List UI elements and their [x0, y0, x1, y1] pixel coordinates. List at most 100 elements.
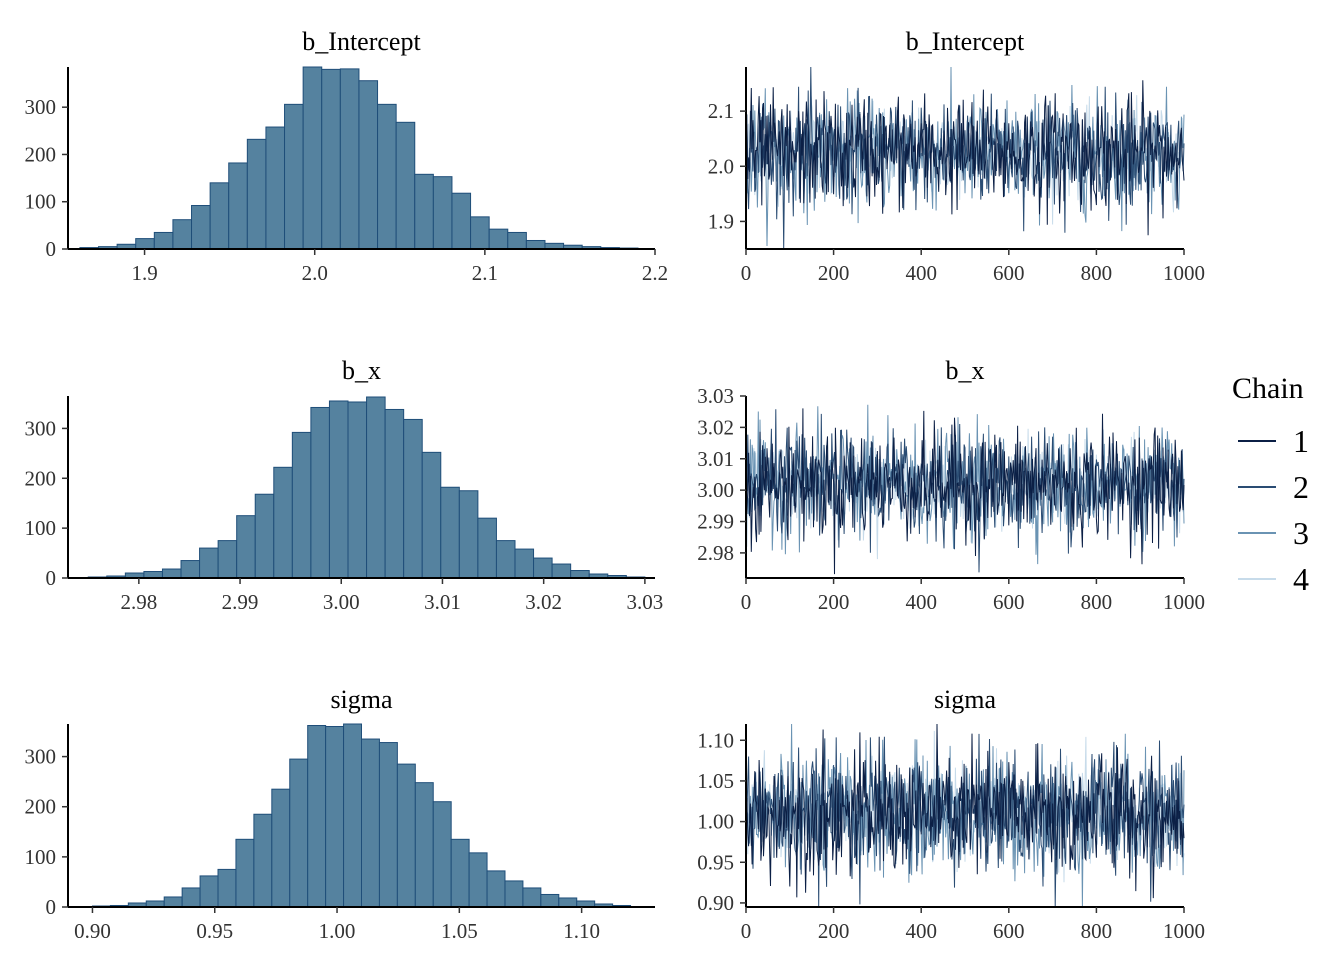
- panel-title: b_x: [946, 356, 985, 385]
- y-tick-label: 1.00: [697, 810, 734, 834]
- x-tick-label: 200: [818, 261, 850, 285]
- histogram-bar: [217, 868, 237, 908]
- histogram-bar: [307, 725, 327, 908]
- x-tick-label: 600: [993, 261, 1025, 285]
- panel-6: sigma 0 200 400 600 800 1000 0.90 0.95 1.00 1.05 1.…: [697, 685, 1205, 943]
- histogram-bar: [321, 68, 341, 250]
- histogram-bar: [209, 182, 230, 250]
- histogram-bar: [358, 80, 379, 250]
- histogram-bars: [87, 396, 646, 579]
- x-tick-label: 2.98: [120, 590, 157, 614]
- histogram-bar: [440, 486, 460, 579]
- x-tick-label: 3.02: [525, 590, 562, 614]
- histogram-bar: [522, 887, 542, 908]
- legend-entry-4: 4: [1238, 561, 1309, 597]
- histogram-bar: [514, 548, 535, 579]
- histogram-bar: [343, 723, 363, 908]
- x-tick-label: 0.90: [74, 919, 111, 943]
- histogram-bar: [384, 408, 405, 579]
- histogram-bar: [235, 838, 255, 908]
- histogram-bar: [451, 192, 472, 250]
- y-tick-label: 300: [25, 416, 57, 440]
- histogram-bar: [432, 176, 453, 250]
- histogram-bar: [284, 103, 304, 250]
- chain-1-trace: [745, 723, 1185, 899]
- panel-3: b_x 2.98 2.99 3.00 3.01 3.02 3.03 0 100 200 300: [25, 356, 664, 614]
- histogram-bar: [163, 896, 183, 908]
- histogram-bar: [414, 173, 434, 250]
- y-tick-label: 0: [46, 566, 57, 590]
- x-tick-label: 200: [818, 590, 850, 614]
- legend-label-3: 3: [1293, 515, 1309, 551]
- x-tick-label: 0: [741, 590, 752, 614]
- x-tick-label: 3.03: [627, 590, 664, 614]
- y-tick-label: 300: [25, 95, 57, 119]
- y-tick-label: 3.02: [697, 415, 734, 439]
- histogram-bar: [347, 401, 368, 579]
- legend-entry-3: 3: [1238, 515, 1309, 551]
- y-tick-label: 2.98: [697, 541, 734, 565]
- histogram-bar: [325, 726, 345, 908]
- legend-label-4: 4: [1293, 561, 1309, 597]
- legend-label-1: 1: [1293, 423, 1309, 459]
- histogram-bar: [181, 887, 201, 908]
- y-tick-label: 100: [25, 190, 57, 214]
- histogram-bar: [558, 897, 578, 908]
- y-tick-label: 3.01: [697, 447, 734, 471]
- histogram-bar: [135, 238, 155, 250]
- histogram-bar: [458, 490, 479, 579]
- histogram-bar: [366, 396, 386, 579]
- histogram-bar: [217, 540, 238, 579]
- chain-1-trace: [745, 408, 1185, 575]
- histogram-bar: [432, 801, 452, 908]
- x-tick-label: 1.9: [131, 261, 157, 285]
- histogram-bar: [291, 431, 312, 579]
- y-tick-label: 1.05: [697, 769, 734, 793]
- x-tick-label: 2.1: [472, 261, 498, 285]
- y-tick-label: 2.0: [708, 154, 734, 178]
- y-tick-label: 3.03: [697, 384, 734, 408]
- histogram-bar: [504, 880, 524, 908]
- trace-lines: [745, 66, 1185, 250]
- histogram-bar: [421, 451, 442, 579]
- histogram-bar: [271, 788, 291, 908]
- x-tick-label: 400: [905, 590, 937, 614]
- histogram-bar: [254, 493, 275, 579]
- histogram-bars: [91, 723, 632, 908]
- x-tick-label: 400: [905, 919, 937, 943]
- x-tick-label: 0: [741, 261, 752, 285]
- x-tick-label: 0.95: [196, 919, 233, 943]
- histogram-bar: [302, 66, 323, 250]
- histogram-bar: [395, 121, 416, 250]
- x-tick-label: 3.00: [323, 590, 360, 614]
- histogram-bars: [79, 66, 639, 250]
- histogram-bar: [199, 875, 219, 908]
- legend-title: Chain: [1232, 372, 1304, 405]
- x-tick-label: 400: [905, 261, 937, 285]
- histogram-bar: [414, 782, 434, 908]
- y-tick-label: 0: [46, 895, 57, 919]
- x-tick-label: 1000: [1163, 919, 1205, 943]
- y-tick-label: 0.95: [697, 850, 734, 874]
- histogram-bar: [339, 68, 360, 250]
- x-tick-label: 1.05: [441, 919, 478, 943]
- x-tick-label: 1.00: [319, 919, 356, 943]
- x-tick-label: 1000: [1163, 261, 1205, 285]
- histogram-bar: [486, 870, 506, 908]
- x-tick-label: 2.99: [222, 590, 259, 614]
- x-tick-label: 600: [993, 919, 1025, 943]
- histogram-bar: [153, 231, 174, 250]
- histogram-bar: [403, 418, 423, 579]
- y-tick-label: 2.1: [708, 99, 734, 123]
- histogram-bar: [495, 540, 516, 579]
- legend-entry-2: 2: [1238, 469, 1309, 505]
- histogram-bar: [488, 228, 509, 250]
- x-tick-label: 800: [1081, 261, 1113, 285]
- x-tick-label: 0: [741, 919, 752, 943]
- legend-entry-1: 1: [1238, 423, 1309, 459]
- histogram-bar: [540, 893, 560, 908]
- y-tick-label: 3.00: [697, 478, 734, 502]
- histogram-bar: [468, 852, 488, 908]
